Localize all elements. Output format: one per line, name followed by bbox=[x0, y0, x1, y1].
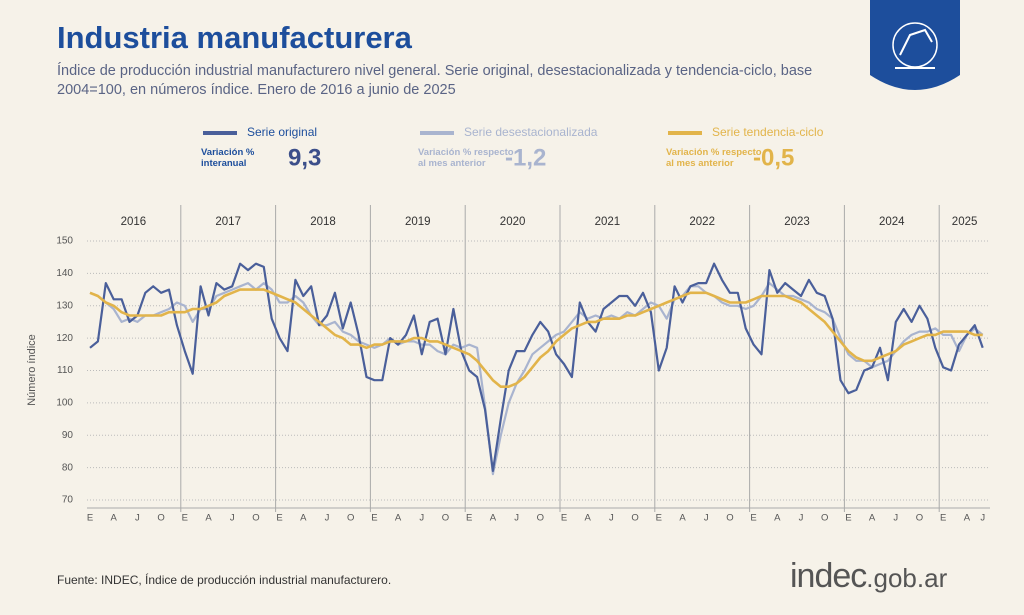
subtitle: Índice de producción industrial manufact… bbox=[57, 63, 813, 98]
badge-icon bbox=[895, 28, 935, 69]
y-tick-label: 110 bbox=[57, 365, 73, 376]
x-tick-label: E bbox=[561, 513, 567, 524]
x-tick-label: A bbox=[205, 513, 212, 524]
stat-label-line: Variación % bbox=[201, 147, 255, 158]
x-tick-label: E bbox=[87, 513, 93, 524]
x-tick-label: E bbox=[750, 513, 756, 524]
x-tick-label: A bbox=[490, 513, 497, 524]
x-tick-label: A bbox=[111, 513, 118, 524]
year-label: 2021 bbox=[595, 216, 621, 228]
brand-domain: .gob.ar bbox=[866, 563, 948, 593]
year-label: 2022 bbox=[689, 216, 715, 228]
year-label: 2024 bbox=[879, 216, 905, 228]
x-tick-label: O bbox=[157, 513, 164, 524]
stat-label-line: al mes anterior bbox=[666, 158, 734, 169]
x-tick-label: J bbox=[135, 513, 140, 524]
x-tick-label: A bbox=[869, 513, 876, 524]
y-tick-label: 90 bbox=[62, 430, 74, 441]
x-tick-label: E bbox=[182, 513, 188, 524]
legend-label: Serie desestacionalizada bbox=[464, 125, 598, 139]
stat-label: Variación % interanual bbox=[201, 147, 255, 169]
y-tick-label: 70 bbox=[62, 495, 74, 506]
y-tick-label: 80 bbox=[62, 462, 74, 473]
brand-name: indec bbox=[790, 557, 867, 595]
series-line bbox=[89, 262, 984, 472]
badge bbox=[870, 0, 960, 90]
x-tick-label: A bbox=[300, 513, 307, 524]
year-label: 2017 bbox=[215, 216, 241, 228]
year-label: 2019 bbox=[405, 216, 431, 228]
y-tick-label: 120 bbox=[56, 333, 73, 344]
year-label: 2018 bbox=[310, 216, 336, 228]
x-tick-label: O bbox=[631, 513, 638, 524]
y-tick-label: 100 bbox=[56, 398, 73, 409]
x-tick-label: J bbox=[799, 513, 804, 524]
year-label: 2025 bbox=[952, 216, 978, 228]
legend-label: Serie tendencia-ciclo bbox=[712, 125, 824, 139]
x-tick-label: J bbox=[893, 513, 898, 524]
stat-label: Variación % respecto al mes anterior bbox=[666, 147, 762, 169]
year-label: 2020 bbox=[500, 216, 526, 228]
year-label: 2016 bbox=[121, 216, 147, 228]
stat-label-line: al mes anterior bbox=[418, 158, 486, 169]
x-tick-label: O bbox=[916, 513, 923, 524]
x-tick-label: A bbox=[585, 513, 592, 524]
stat-label-line: Variación % respecto bbox=[418, 147, 514, 158]
brand-logo: indec.gob.ar bbox=[790, 557, 947, 596]
y-tick-label: 130 bbox=[56, 300, 73, 311]
x-tick-label: J bbox=[609, 513, 614, 524]
stat-label: Variación % respecto al mes anterior bbox=[418, 147, 514, 169]
year-label: 2023 bbox=[784, 216, 810, 228]
x-tick-label: O bbox=[442, 513, 449, 524]
x-tick-label: E bbox=[656, 513, 662, 524]
x-tick-label: O bbox=[252, 513, 259, 524]
series-line bbox=[89, 288, 983, 388]
x-tick-label: E bbox=[940, 513, 946, 524]
x-tick-label: J bbox=[419, 513, 424, 524]
x-tick-label: O bbox=[537, 513, 544, 524]
x-tick-label: J bbox=[514, 513, 519, 524]
legend-label: Serie original bbox=[247, 125, 317, 139]
x-tick-label: A bbox=[964, 513, 971, 524]
x-tick-label: O bbox=[347, 513, 354, 524]
badge-shape bbox=[870, 0, 960, 90]
x-tick-label: E bbox=[371, 513, 377, 524]
x-tick-label: A bbox=[679, 513, 686, 524]
stat-label-line: Variación % respecto bbox=[666, 147, 762, 158]
x-tick-label: E bbox=[466, 513, 472, 524]
x-tick-label: E bbox=[276, 513, 282, 524]
x-tick-label: O bbox=[821, 513, 828, 524]
y-axis-label: Número índice bbox=[26, 334, 38, 406]
stat-value: 9,3 bbox=[288, 144, 321, 171]
x-tick-label: A bbox=[774, 513, 781, 524]
title: Industria manufacturera bbox=[57, 20, 412, 55]
source: Fuente: INDEC, Índice de producción indu… bbox=[57, 573, 392, 587]
x-tick-label: E bbox=[845, 513, 851, 524]
x-tick-label: O bbox=[726, 513, 733, 524]
y-tick-label: 150 bbox=[56, 236, 73, 247]
y-tick-label: 140 bbox=[56, 268, 73, 279]
x-tick-label: J bbox=[325, 513, 330, 524]
x-tick-label: J bbox=[980, 513, 985, 524]
stat-value: -0,5 bbox=[753, 144, 794, 171]
stat-label-line: interanual bbox=[201, 158, 246, 169]
x-tick-label: A bbox=[395, 513, 402, 524]
x-tick-label: J bbox=[704, 513, 709, 524]
x-tick-label: J bbox=[230, 513, 235, 524]
series-line bbox=[89, 282, 984, 476]
stat-value: -1,2 bbox=[505, 144, 546, 171]
